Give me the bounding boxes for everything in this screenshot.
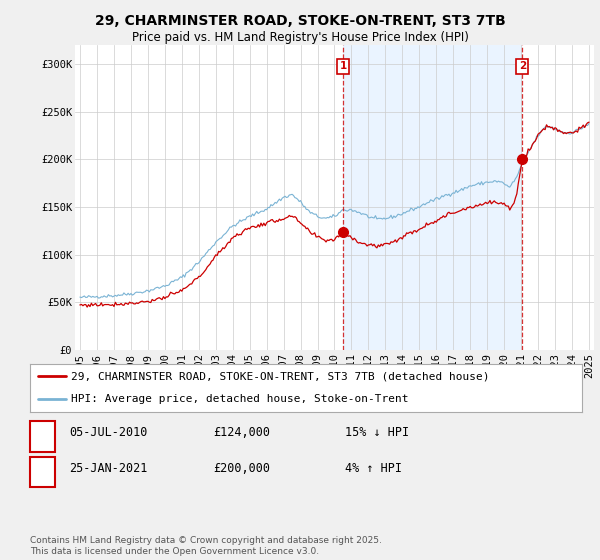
Text: 29, CHARMINSTER ROAD, STOKE-ON-TRENT, ST3 7TB (detached house): 29, CHARMINSTER ROAD, STOKE-ON-TRENT, ST… xyxy=(71,371,490,381)
Text: £200,000: £200,000 xyxy=(213,462,270,475)
Text: 1: 1 xyxy=(340,61,347,71)
Text: 29, CHARMINSTER ROAD, STOKE-ON-TRENT, ST3 7TB: 29, CHARMINSTER ROAD, STOKE-ON-TRENT, ST… xyxy=(95,14,505,28)
Text: 05-JUL-2010: 05-JUL-2010 xyxy=(69,426,148,439)
Text: 25-JAN-2021: 25-JAN-2021 xyxy=(69,462,148,475)
Bar xyxy=(343,45,522,350)
Text: Contains HM Land Registry data © Crown copyright and database right 2025.
This d: Contains HM Land Registry data © Crown c… xyxy=(30,536,382,556)
Text: Price paid vs. HM Land Registry's House Price Index (HPI): Price paid vs. HM Land Registry's House … xyxy=(131,31,469,44)
Text: 1: 1 xyxy=(39,426,46,439)
Text: HPI: Average price, detached house, Stoke-on-Trent: HPI: Average price, detached house, Stok… xyxy=(71,394,409,404)
Text: 2: 2 xyxy=(518,61,526,71)
Text: £124,000: £124,000 xyxy=(213,426,270,439)
Text: 2: 2 xyxy=(39,462,46,475)
Text: 4% ↑ HPI: 4% ↑ HPI xyxy=(345,462,402,475)
Text: 15% ↓ HPI: 15% ↓ HPI xyxy=(345,426,409,439)
